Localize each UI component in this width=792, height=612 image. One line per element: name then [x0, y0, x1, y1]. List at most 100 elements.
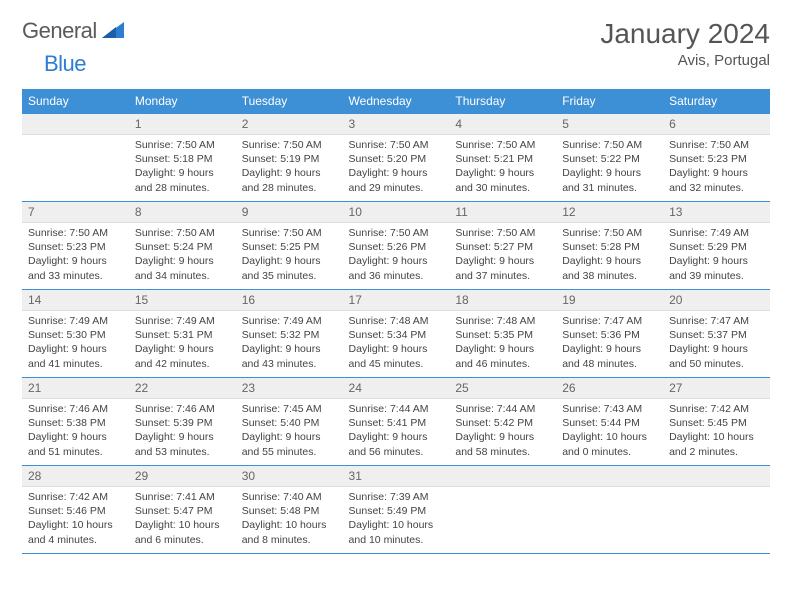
- day-cell-5: 5Sunrise: 7:50 AMSunset: 5:22 PMDaylight…: [556, 114, 663, 202]
- cell-body: Sunrise: 7:44 AMSunset: 5:41 PMDaylight:…: [343, 399, 450, 464]
- cell-body: Sunrise: 7:50 AMSunset: 5:18 PMDaylight:…: [129, 135, 236, 200]
- day-number: [455, 469, 458, 483]
- sunset-line: Sunset: 5:23 PM: [28, 240, 123, 254]
- daynum-wrap: 16: [236, 290, 343, 311]
- daylight-line: Daylight: 9 hours and 31 minutes.: [562, 166, 657, 194]
- sunset-line: Sunset: 5:21 PM: [455, 152, 550, 166]
- daylight-line: Daylight: 9 hours and 43 minutes.: [242, 342, 337, 370]
- daynum-wrap: 3: [343, 114, 450, 135]
- sunrise-line: Sunrise: 7:44 AM: [349, 402, 444, 416]
- daylight-line: Daylight: 9 hours and 39 minutes.: [669, 254, 764, 282]
- sunrise-line: Sunrise: 7:41 AM: [135, 490, 230, 504]
- cell-body: Sunrise: 7:41 AMSunset: 5:47 PMDaylight:…: [129, 487, 236, 552]
- daylight-line: Daylight: 9 hours and 30 minutes.: [455, 166, 550, 194]
- daylight-line: Daylight: 9 hours and 53 minutes.: [135, 430, 230, 458]
- cell-body: Sunrise: 7:42 AMSunset: 5:45 PMDaylight:…: [663, 399, 770, 464]
- daylight-line: Daylight: 9 hours and 28 minutes.: [135, 166, 230, 194]
- calendar-table: SundayMondayTuesdayWednesdayThursdayFrid…: [22, 89, 770, 555]
- sunrise-line: Sunrise: 7:49 AM: [669, 226, 764, 240]
- daynum-wrap: 5: [556, 114, 663, 135]
- daylight-line: Daylight: 9 hours and 45 minutes.: [349, 342, 444, 370]
- cell-body: Sunrise: 7:39 AMSunset: 5:49 PMDaylight:…: [343, 487, 450, 552]
- daynum-wrap: 8: [129, 202, 236, 223]
- sunrise-line: Sunrise: 7:40 AM: [242, 490, 337, 504]
- brand-word-1: General: [22, 18, 97, 44]
- sunset-line: Sunset: 5:26 PM: [349, 240, 444, 254]
- cell-body: Sunrise: 7:48 AMSunset: 5:35 PMDaylight:…: [449, 311, 556, 376]
- daynum-wrap: 19: [556, 290, 663, 311]
- day-number: 9: [242, 205, 249, 219]
- sunset-line: Sunset: 5:31 PM: [135, 328, 230, 342]
- cell-body: Sunrise: 7:46 AMSunset: 5:39 PMDaylight:…: [129, 399, 236, 464]
- day-cell-14: 14Sunrise: 7:49 AMSunset: 5:30 PMDayligh…: [22, 290, 129, 378]
- day-number: 10: [349, 205, 362, 219]
- sunrise-line: Sunrise: 7:50 AM: [135, 226, 230, 240]
- daynum-wrap: 23: [236, 378, 343, 399]
- empty-cell: [22, 114, 129, 202]
- day-number: 23: [242, 381, 255, 395]
- sunset-line: Sunset: 5:25 PM: [242, 240, 337, 254]
- sunrise-line: Sunrise: 7:49 AM: [135, 314, 230, 328]
- day-number: 7: [28, 205, 35, 219]
- day-number: 19: [562, 293, 575, 307]
- day-number: [562, 469, 565, 483]
- day-header-monday: Monday: [129, 89, 236, 114]
- day-cell-29: 29Sunrise: 7:41 AMSunset: 5:47 PMDayligh…: [129, 466, 236, 554]
- daynum-wrap: [663, 466, 770, 487]
- day-cell-30: 30Sunrise: 7:40 AMSunset: 5:48 PMDayligh…: [236, 466, 343, 554]
- daylight-line: Daylight: 9 hours and 32 minutes.: [669, 166, 764, 194]
- day-cell-18: 18Sunrise: 7:48 AMSunset: 5:35 PMDayligh…: [449, 290, 556, 378]
- day-number: 21: [28, 381, 41, 395]
- sunrise-line: Sunrise: 7:47 AM: [669, 314, 764, 328]
- day-cell-28: 28 Sunrise: 7:42 AMSunset: 5:46 PMDayligh…: [22, 466, 129, 554]
- day-cell-17: 17Sunrise: 7:48 AMSunset: 5:34 PMDayligh…: [343, 290, 450, 378]
- sunset-line: Sunset: 5:34 PM: [349, 328, 444, 342]
- sunrise-line: Sunrise: 7:47 AM: [562, 314, 657, 328]
- day-cell-31: 31Sunrise: 7:39 AMSunset: 5:49 PMDayligh…: [343, 466, 450, 554]
- brand-triangle-icon: [102, 22, 124, 41]
- daylight-line: Daylight: 10 hours and 6 minutes.: [135, 518, 230, 546]
- sunset-line: Sunset: 5:42 PM: [455, 416, 550, 430]
- day-cell-7: 7Sunrise: 7:50 AMSunset: 5:23 PMDaylight…: [22, 202, 129, 290]
- day-number: 26: [562, 381, 575, 395]
- day-number: 24: [349, 381, 362, 395]
- sunrise-line: Sunrise: 7:44 AM: [455, 402, 550, 416]
- day-number: 2: [242, 117, 249, 131]
- daynum-wrap: 10: [343, 202, 450, 223]
- daylight-line: Daylight: 9 hours and 58 minutes.: [455, 430, 550, 458]
- day-header-row: SundayMondayTuesdayWednesdayThursdayFrid…: [22, 89, 770, 114]
- cell-body: [449, 487, 556, 545]
- cell-body: Sunrise: 7:46 AMSunset: 5:38 PMDaylight:…: [22, 399, 129, 464]
- daynum-wrap: 21: [22, 378, 129, 399]
- cell-body: Sunrise: 7:50 AMSunset: 5:19 PMDaylight:…: [236, 135, 343, 200]
- day-number: 30: [242, 469, 255, 483]
- day-number: [28, 117, 31, 131]
- day-number: 28: [28, 469, 41, 483]
- daylight-line: Daylight: 9 hours and 35 minutes.: [242, 254, 337, 282]
- week-row: 21Sunrise: 7:46 AMSunset: 5:38 PMDayligh…: [22, 378, 770, 466]
- daylight-line: Daylight: 10 hours and 4 minutes.: [28, 518, 123, 546]
- daylight-line: Daylight: 9 hours and 38 minutes.: [562, 254, 657, 282]
- daylight-line: Daylight: 10 hours and 2 minutes.: [669, 430, 764, 458]
- sunrise-line: Sunrise: 7:50 AM: [242, 138, 337, 152]
- daylight-line: Daylight: 9 hours and 36 minutes.: [349, 254, 444, 282]
- day-cell-2: 2 Sunrise: 7:50 AMSunset: 5:19 PMDaylight…: [236, 114, 343, 202]
- sunset-line: Sunset: 5:20 PM: [349, 152, 444, 166]
- cell-body: Sunrise: 7:50 AMSunset: 5:27 PMDaylight:…: [449, 223, 556, 288]
- sunset-line: Sunset: 5:28 PM: [562, 240, 657, 254]
- week-row: 1Sunrise: 7:50 AMSunset: 5:18 PMDaylight…: [22, 114, 770, 202]
- daylight-line: Daylight: 9 hours and 34 minutes.: [135, 254, 230, 282]
- sunrise-line: Sunrise: 7:46 AM: [28, 402, 123, 416]
- daylight-line: Daylight: 9 hours and 55 minutes.: [242, 430, 337, 458]
- day-number: 11: [455, 205, 467, 219]
- daylight-line: Daylight: 9 hours and 33 minutes.: [28, 254, 123, 282]
- day-number: 27: [669, 381, 682, 395]
- month-title: January 2024: [600, 18, 770, 50]
- bottom-rule: [22, 554, 770, 555]
- daylight-line: Daylight: 10 hours and 0 minutes.: [562, 430, 657, 458]
- day-cell-24: 24 Sunrise: 7:44 AMSunset: 5:41 PMDayligh…: [343, 378, 450, 466]
- cell-body: Sunrise: 7:49 AMSunset: 5:30 PMDaylight:…: [22, 311, 129, 376]
- cell-body: Sunrise: 7:42 AMSunset: 5:46 PMDaylight:…: [22, 487, 129, 552]
- cell-body: Sunrise: 7:49 AMSunset: 5:29 PMDaylight:…: [663, 223, 770, 288]
- sunset-line: Sunset: 5:38 PM: [28, 416, 123, 430]
